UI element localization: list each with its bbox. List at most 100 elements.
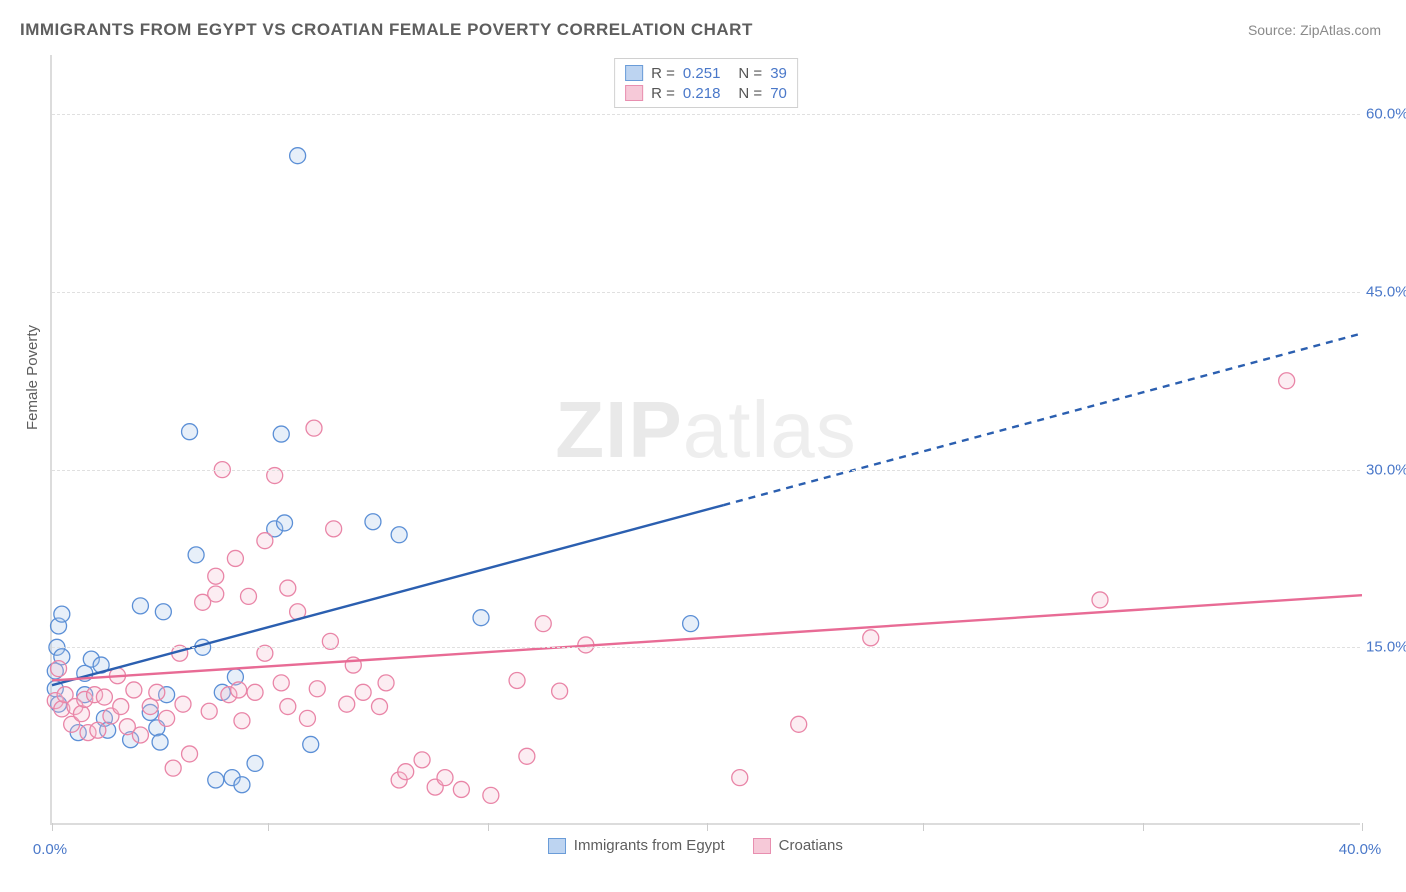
data-point <box>303 736 319 752</box>
legend-bottom: Immigrants from Egypt Croatians <box>548 837 843 854</box>
gridline-h <box>52 292 1360 293</box>
data-point <box>73 706 89 722</box>
data-point <box>453 781 469 797</box>
legend-swatch-series2 <box>625 85 643 101</box>
data-point <box>90 722 106 738</box>
data-point <box>280 580 296 596</box>
ytick-label: 30.0% <box>1366 461 1406 478</box>
data-point <box>398 764 414 780</box>
xtick-mark <box>1143 823 1144 831</box>
legend-r-value-1: 0.251 <box>683 65 721 82</box>
data-point <box>234 713 250 729</box>
data-point <box>1279 373 1295 389</box>
regression-line <box>52 595 1362 680</box>
data-point <box>683 616 699 632</box>
data-point <box>732 770 748 786</box>
legend-n-value-2: 70 <box>770 85 787 102</box>
data-point <box>309 681 325 697</box>
legend-bottom-label-1: Immigrants from Egypt <box>574 837 725 854</box>
data-point <box>277 515 293 531</box>
xtick-label: 0.0% <box>33 841 67 858</box>
data-point <box>552 683 568 699</box>
y-axis-label: Female Poverty <box>24 325 41 430</box>
data-point <box>241 588 257 604</box>
data-point <box>863 630 879 646</box>
data-point <box>201 703 217 719</box>
data-point <box>326 521 342 537</box>
data-point <box>306 420 322 436</box>
legend-swatch-series1-icon <box>548 838 566 854</box>
data-point <box>126 682 142 698</box>
legend-bottom-item-1: Immigrants from Egypt <box>548 837 725 854</box>
data-point <box>391 527 407 543</box>
plot-area: ZIPatlas R = 0.251 N = 39 R = 0.218 N = … <box>50 55 1360 825</box>
data-point <box>132 598 148 614</box>
data-point <box>299 710 315 726</box>
data-point <box>208 586 224 602</box>
data-point <box>247 755 263 771</box>
data-point <box>208 568 224 584</box>
legend-row-series2: R = 0.218 N = 70 <box>625 83 787 103</box>
data-point <box>165 760 181 776</box>
regression-line-dashed <box>723 333 1362 505</box>
legend-bottom-item-2: Croatians <box>753 837 843 854</box>
data-point <box>149 684 165 700</box>
gridline-h <box>52 470 1360 471</box>
data-point <box>378 675 394 691</box>
legend-r-label: R = <box>651 65 675 82</box>
legend-n-label: N = <box>738 85 762 102</box>
legend-swatch-series2-icon <box>753 838 771 854</box>
chart-title: IMMIGRANTS FROM EGYPT VS CROATIAN FEMALE… <box>20 20 753 40</box>
data-point <box>227 550 243 566</box>
data-point <box>509 672 525 688</box>
legend-r-value-2: 0.218 <box>683 85 721 102</box>
ytick-label: 60.0% <box>1366 106 1406 123</box>
xtick-mark <box>923 823 924 831</box>
data-point <box>355 684 371 700</box>
gridline-h <box>52 114 1360 115</box>
data-point <box>1092 592 1108 608</box>
data-point <box>113 699 129 715</box>
ytick-label: 45.0% <box>1366 283 1406 300</box>
data-point <box>159 710 175 726</box>
data-point <box>791 716 807 732</box>
data-point <box>96 689 112 705</box>
gridline-h <box>52 647 1360 648</box>
legend-r-label: R = <box>651 85 675 102</box>
data-point <box>339 696 355 712</box>
legend-row-series1: R = 0.251 N = 39 <box>625 63 787 83</box>
xtick-mark <box>1362 823 1363 831</box>
data-point <box>257 533 273 549</box>
data-point <box>152 734 168 750</box>
data-point <box>483 787 499 803</box>
data-point <box>54 606 70 622</box>
data-point <box>414 752 430 768</box>
legend-bottom-label-2: Croatians <box>779 837 843 854</box>
data-point <box>155 604 171 620</box>
legend-swatch-series1 <box>625 65 643 81</box>
xtick-mark <box>268 823 269 831</box>
data-point <box>234 777 250 793</box>
data-point <box>437 770 453 786</box>
data-point <box>247 684 263 700</box>
data-point <box>188 547 204 563</box>
data-point <box>142 699 158 715</box>
data-point <box>473 610 489 626</box>
data-point <box>182 746 198 762</box>
ytick-label: 15.0% <box>1366 639 1406 656</box>
xtick-label: 40.0% <box>1339 841 1382 858</box>
data-point <box>372 699 388 715</box>
source-label: Source: ZipAtlas.com <box>1248 22 1381 38</box>
data-point <box>273 675 289 691</box>
data-point <box>365 514 381 530</box>
data-point <box>208 772 224 788</box>
data-point <box>132 727 148 743</box>
xtick-mark <box>707 823 708 831</box>
data-point <box>273 426 289 442</box>
data-point <box>182 424 198 440</box>
legend-n-label: N = <box>738 65 762 82</box>
legend-correlation: R = 0.251 N = 39 R = 0.218 N = 70 <box>614 58 798 108</box>
data-point <box>290 148 306 164</box>
legend-n-value-1: 39 <box>770 65 787 82</box>
data-point <box>51 661 67 677</box>
